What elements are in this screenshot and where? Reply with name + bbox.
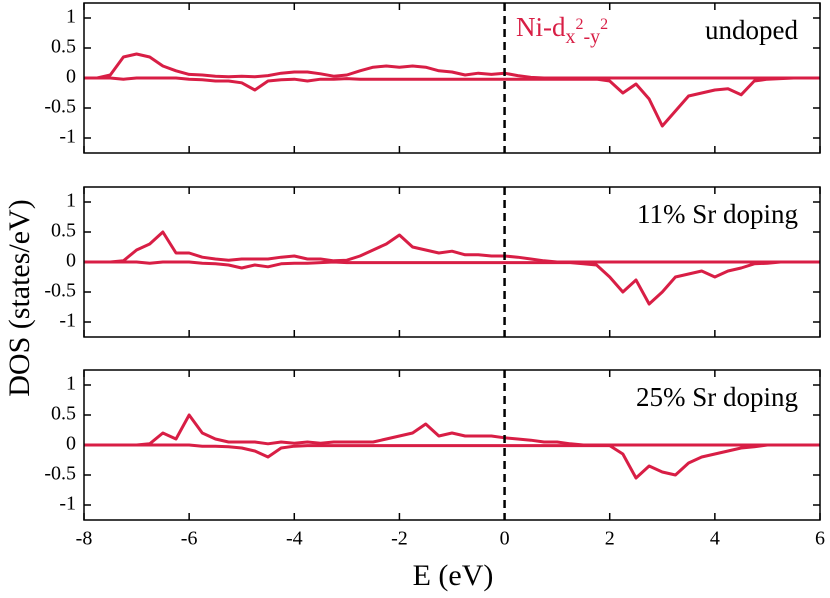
x-tick-label: 2 xyxy=(605,528,615,550)
y-tick-label: -1 xyxy=(59,126,76,148)
dos-line xyxy=(84,76,820,128)
y-tick-label: 0 xyxy=(66,250,76,272)
orbital-sub: x xyxy=(566,26,576,48)
y-axis-label: DOS (states/eV) xyxy=(3,199,36,396)
plot-frame xyxy=(83,186,821,338)
y-tick-label: 0.5 xyxy=(51,220,76,242)
orbital-text: Ni-d xyxy=(516,12,566,42)
y-tick-label: 1 xyxy=(66,6,76,28)
panel: -1 -0.5 0 0.5 1 11% Sr doping xyxy=(44,186,821,338)
dos-line xyxy=(84,230,820,264)
y-tick-label: -0.5 xyxy=(44,96,76,118)
x-tick-label: -6 xyxy=(181,528,198,550)
x-tick-label: 0 xyxy=(500,528,510,550)
dos-line xyxy=(84,260,820,306)
dos-line xyxy=(84,443,820,480)
x-axis-label: E (eV) xyxy=(413,559,494,592)
y-tick-label: -0.5 xyxy=(44,280,76,302)
orbital-sup: 2 xyxy=(600,16,608,33)
y-tick-label: 0 xyxy=(66,433,76,455)
panel-label: 25% Sr doping xyxy=(636,382,798,412)
dos-line xyxy=(84,413,820,447)
plot-frame xyxy=(83,2,821,154)
x-tick-label: -2 xyxy=(391,528,408,550)
orbital-sub: -y xyxy=(584,26,601,48)
panel: -1 -0.5 0 0.5 1 -8 -6 -4 -2 0 2 4 6 25% Sr doping xyxy=(44,369,825,550)
y-tick-label: -1 xyxy=(59,310,76,332)
dos-line xyxy=(84,52,820,80)
panel-label: 11% Sr doping xyxy=(637,199,798,229)
y-tick-label: 1 xyxy=(66,373,76,395)
x-tick-label: -8 xyxy=(76,528,93,550)
plot-frame xyxy=(83,369,821,521)
x-tick-label: 4 xyxy=(710,528,720,550)
y-tick-label: 0 xyxy=(66,66,76,88)
panel-label: undoped xyxy=(705,15,798,45)
x-tick-label: -4 xyxy=(286,528,303,550)
y-tick-label: 1 xyxy=(66,190,76,212)
orbital-sup: 2 xyxy=(576,16,584,33)
orbital-label: Ni-dx2-y2 xyxy=(516,12,608,47)
x-tick-label: 6 xyxy=(815,528,825,550)
y-tick-label: 0.5 xyxy=(51,36,76,58)
y-tick-label: 0.5 xyxy=(51,403,76,425)
y-tick-label: -0.5 xyxy=(44,463,76,485)
y-tick-label: -1 xyxy=(59,493,76,515)
